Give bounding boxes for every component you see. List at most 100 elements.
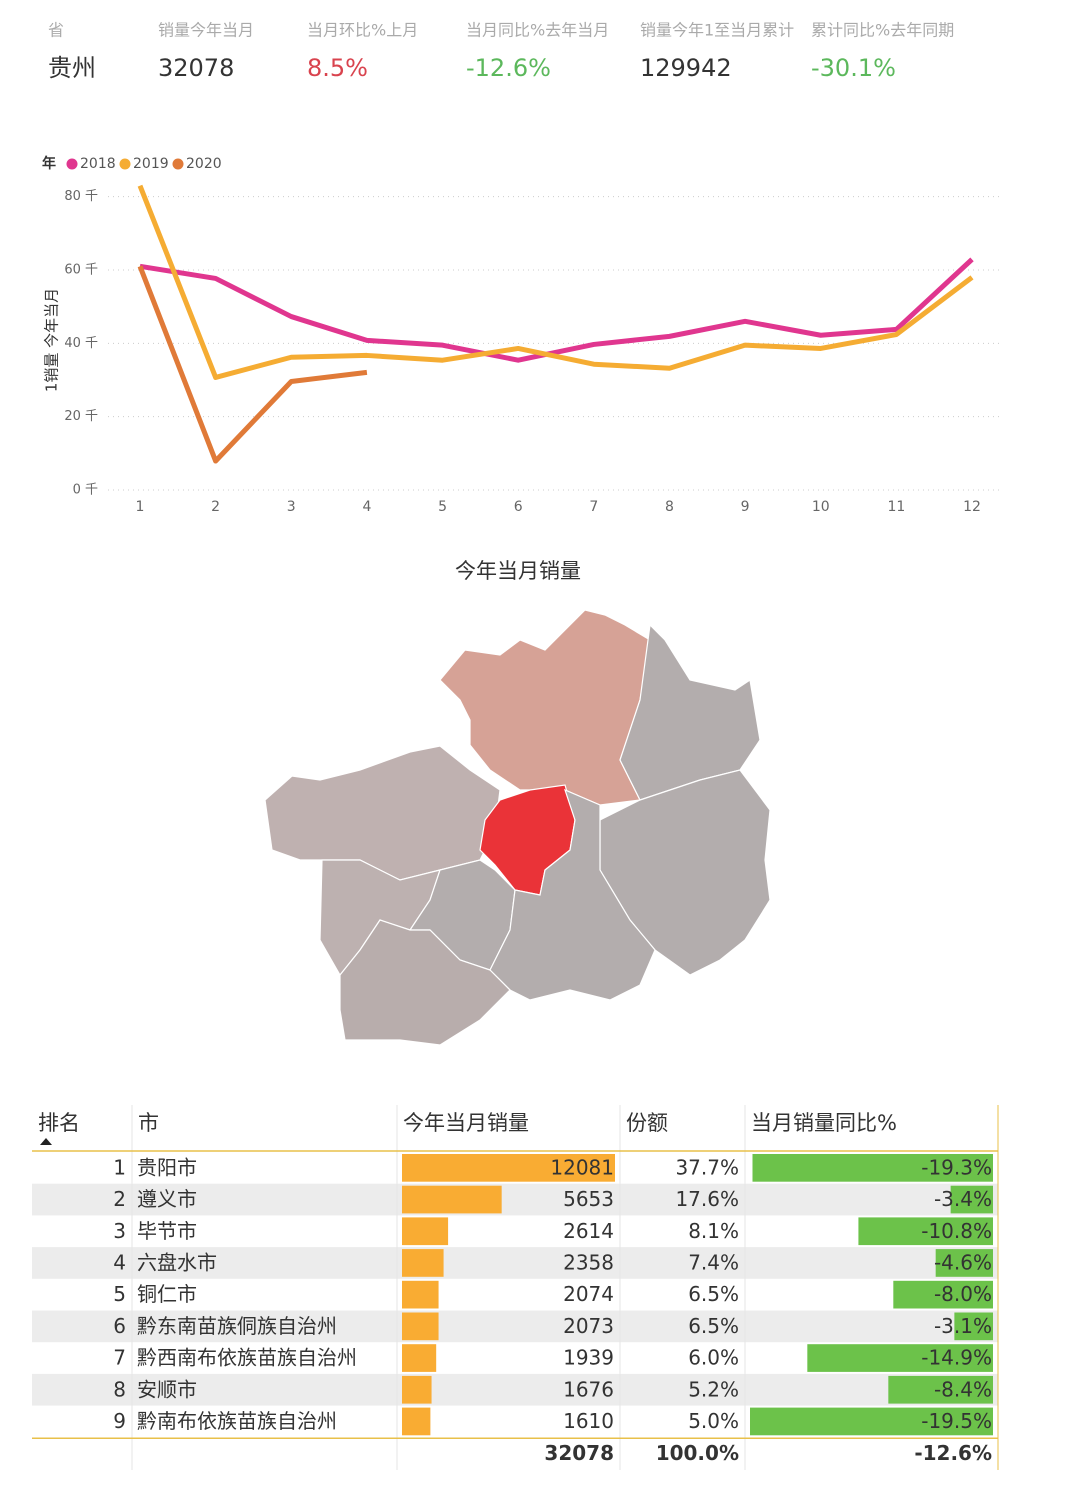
x-tick-label: 10 — [812, 499, 830, 515]
y-tick-label: 60 千 — [64, 263, 98, 278]
share: 5.2% — [688, 1377, 739, 1401]
x-tick-label: 9 — [741, 499, 750, 515]
rank: 8 — [113, 1377, 126, 1401]
row-stripe — [32, 1373, 998, 1406]
legend-dot — [66, 158, 78, 170]
region-qianxinan — [339, 919, 511, 1046]
y-tick-label: 40 千 — [64, 336, 98, 351]
kpi-value: -12.6% — [466, 54, 551, 82]
yoy-bar — [858, 1217, 993, 1246]
sales: 2073 — [563, 1314, 614, 1338]
sales: 2358 — [563, 1250, 614, 1274]
legend-dot — [172, 158, 184, 170]
kpi-value: 129942 — [640, 54, 732, 82]
kpi-label: 当月环比%上月 — [307, 21, 418, 40]
sales: 1676 — [563, 1377, 614, 1401]
rank: 9 — [113, 1409, 126, 1433]
legend-title: 年 — [42, 155, 56, 172]
yoy: -3.1% — [934, 1314, 992, 1338]
city: 贵阳市 — [137, 1155, 197, 1179]
yoy-bar — [752, 1154, 993, 1182]
column-header: 排名 — [38, 1111, 80, 1135]
total-sales: 32078 — [544, 1441, 614, 1465]
kpi-value: -30.1% — [811, 54, 896, 82]
yoy-bar — [888, 1375, 993, 1404]
yoy: -10.8% — [921, 1219, 992, 1243]
city: 黔南布依族苗族自治州 — [137, 1409, 337, 1433]
x-tick-label: 5 — [438, 499, 447, 515]
sales: 12081 — [550, 1155, 614, 1179]
city: 铜仁市 — [137, 1282, 197, 1306]
kpi-value: 32078 — [158, 54, 234, 82]
share: 17.6% — [675, 1187, 739, 1211]
yoy: -4.6% — [934, 1250, 992, 1274]
sales-bar — [402, 1407, 431, 1436]
sales-bar — [402, 1154, 615, 1182]
rank: 2 — [113, 1187, 126, 1211]
kpi-value: 贵州 — [48, 54, 96, 82]
y-tick-label: 80 千 — [64, 189, 98, 204]
sales-bar — [402, 1185, 502, 1214]
sort-arrow — [40, 1138, 52, 1145]
city: 遵义市 — [137, 1187, 197, 1211]
legend-label: 2020 — [186, 156, 222, 172]
region-qiannan — [489, 788, 656, 1001]
yoy: -14.9% — [921, 1346, 992, 1370]
region-bijie — [264, 745, 501, 881]
column-header: 市 — [138, 1111, 159, 1135]
rank: 6 — [113, 1314, 126, 1338]
yoy-bar — [950, 1185, 993, 1214]
map-title: 今年当月销量 — [455, 559, 581, 583]
series-line — [139, 257, 974, 363]
share: 6.5% — [688, 1314, 739, 1338]
kpi-label: 销量今年当月 — [158, 21, 254, 40]
yoy-bar — [750, 1407, 993, 1436]
row-stripe — [32, 1183, 998, 1216]
sales-bar — [402, 1280, 439, 1309]
yoy: -8.0% — [934, 1282, 992, 1306]
city: 六盘水市 — [137, 1250, 217, 1274]
x-tick-label: 11 — [887, 499, 905, 515]
yoy-bar — [893, 1280, 993, 1309]
share: 8.1% — [688, 1219, 739, 1243]
header-bg — [32, 1105, 998, 1151]
sales-bar — [402, 1312, 439, 1341]
city: 毕节市 — [137, 1219, 197, 1243]
share: 7.4% — [688, 1250, 739, 1274]
row-stripe — [32, 1247, 998, 1279]
kpi-value: 8.5% — [307, 54, 368, 82]
rank: 5 — [113, 1282, 126, 1306]
yoy-bar — [935, 1249, 993, 1277]
rank: 1 — [113, 1155, 126, 1179]
x-tick-label: 7 — [589, 499, 598, 515]
y-axis-label: 1销量 今年当月 — [43, 288, 61, 392]
kpi-label: 累计同比%去年同期 — [811, 21, 954, 40]
sales: 5653 — [563, 1187, 614, 1211]
kpi-label: 当月同比%去年当月 — [466, 21, 609, 40]
sales: 2614 — [563, 1219, 614, 1243]
total-yoy: -12.6% — [914, 1441, 992, 1465]
sales-bar — [402, 1344, 437, 1372]
kpi-label: 销量今年1至当月累计 — [640, 21, 794, 40]
sales: 2074 — [563, 1282, 614, 1306]
kpi-label: 省 — [48, 21, 64, 40]
column-header: 份额 — [626, 1111, 668, 1135]
x-tick-label: 6 — [514, 499, 523, 515]
column-header: 当月销量同比% — [751, 1111, 897, 1135]
yoy-bar — [954, 1312, 993, 1341]
share: 37.7% — [675, 1155, 739, 1179]
series-line — [137, 265, 368, 464]
rank: 4 — [113, 1250, 126, 1274]
x-tick-label: 4 — [362, 499, 371, 515]
y-tick-label: 0 千 — [73, 483, 98, 498]
sales-bar — [402, 1217, 449, 1246]
legend-dot — [119, 158, 131, 170]
share: 6.5% — [688, 1282, 739, 1306]
row-stripe — [32, 1310, 998, 1343]
yoy: -8.4% — [934, 1377, 992, 1401]
y-tick-label: 20 千 — [64, 409, 98, 424]
rank: 7 — [113, 1346, 126, 1370]
yoy: -19.5% — [921, 1409, 992, 1433]
sales: 1610 — [563, 1409, 614, 1433]
